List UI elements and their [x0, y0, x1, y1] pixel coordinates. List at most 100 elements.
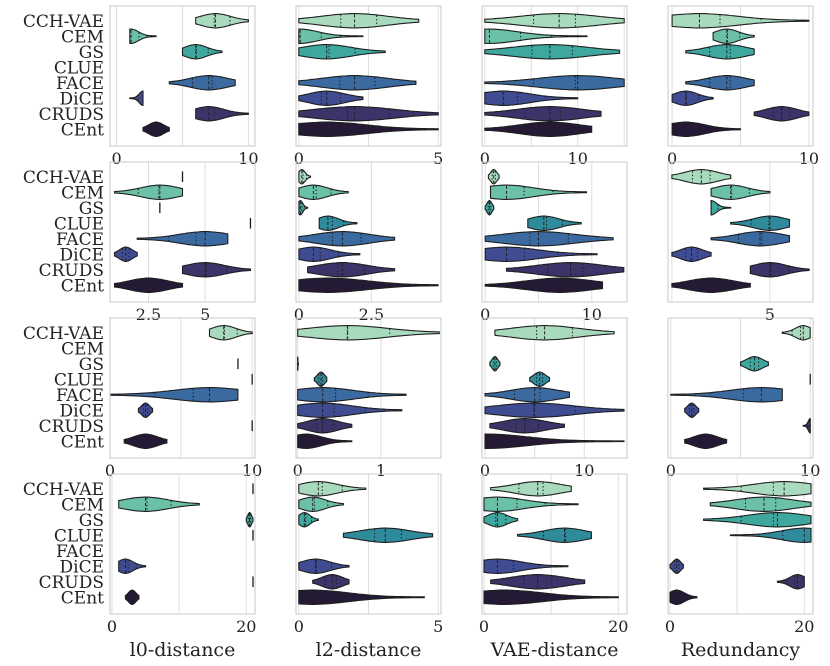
violin-cch-vae	[298, 481, 367, 497]
tick-label: 20	[236, 617, 256, 636]
panel-redundancy-row-3: 0 10	[666, 317, 820, 480]
tick-label: 0	[480, 149, 490, 168]
violin-gs	[298, 200, 309, 216]
method-label-cem-row-2: CEM	[61, 183, 104, 203]
panel-frame	[481, 317, 628, 459]
violin-dice	[298, 558, 350, 574]
violin-cent	[298, 121, 439, 137]
x-axis-label-vae-distance: VAE-distance	[490, 639, 619, 661]
violin-gs	[181, 44, 223, 60]
method-labels: CCH-VAECEMGSCLUEFACEDiCECRUDSCEntCCH-VAE…	[23, 12, 104, 609]
tick-label: 10	[800, 461, 820, 480]
tick-label: 0	[667, 149, 677, 168]
violin-dice	[483, 558, 569, 574]
violin-cent	[484, 433, 625, 449]
method-label-face-row-2: FACE	[56, 230, 104, 250]
violin-clue	[729, 527, 812, 543]
violin-cch-vae	[297, 325, 440, 341]
tick-label: 0	[293, 461, 303, 480]
violin-cch-vae	[298, 169, 312, 185]
violin-clue	[342, 527, 434, 543]
x-axis-label-l0-distance: l0-distance	[130, 639, 236, 661]
method-label-face-row-4: FACE	[56, 542, 104, 562]
violin-cem	[298, 496, 344, 512]
method-label-gs-row-2: GS	[79, 199, 104, 219]
panel-frame	[295, 317, 442, 459]
method-label-cem-row-1: CEM	[61, 27, 104, 47]
violin-dice	[671, 90, 714, 106]
method-label-clue-row-4: CLUE	[54, 526, 104, 546]
panel-frame	[481, 161, 628, 303]
panel-l0-distance-row-4: 0 20	[107, 473, 256, 636]
panel-l2-distance-row-2: 0 2.5	[294, 161, 442, 324]
method-label-cent-row-1: CEnt	[61, 120, 104, 140]
violin-clue	[730, 215, 791, 231]
panel-frame	[481, 473, 628, 615]
violin-face	[298, 231, 396, 247]
violin-cem	[298, 28, 364, 44]
panel-frame	[295, 5, 442, 147]
violin-face	[168, 75, 236, 91]
violin-cruds	[776, 574, 805, 590]
method-label-gs-row-4: GS	[79, 511, 104, 531]
tick-label: 5	[200, 305, 210, 324]
method-label-cruds-row-4: CRUDS	[39, 573, 104, 593]
tick-label: 2.5	[359, 305, 384, 324]
violin-cch-vae	[494, 325, 615, 341]
panel-frame	[667, 317, 814, 459]
violin-cent	[671, 121, 742, 137]
tick-label: 0	[666, 461, 676, 480]
violin-clue	[527, 215, 582, 231]
violin-cem	[298, 184, 349, 200]
tick-label: 10	[238, 149, 258, 168]
panel-vae-distance-row-2: 0 10	[480, 161, 628, 324]
tick-label: 2.5	[136, 305, 161, 324]
violin-dice	[484, 90, 579, 106]
panel-redundancy-row-2: 5	[667, 161, 814, 324]
tick-label: 10	[574, 461, 594, 480]
violin-cem	[712, 28, 755, 44]
violin-cruds	[505, 262, 625, 278]
x-axis-label-l2-distance: l2-distance	[316, 639, 422, 661]
violin-cruds	[484, 106, 602, 122]
violin-dice	[484, 246, 598, 262]
violin-cch-vae	[208, 325, 253, 341]
violin-cch-vae	[781, 325, 811, 341]
panel-frame	[109, 161, 256, 303]
tick-label: 1	[376, 461, 386, 480]
method-label-dice-row-4: DiCE	[60, 557, 104, 577]
method-label-clue-row-1: CLUE	[54, 58, 104, 78]
tick-label: 20	[608, 617, 628, 636]
violin-cent	[484, 121, 593, 137]
violin-gs	[483, 512, 519, 528]
violin-cruds	[307, 262, 396, 278]
panel-frame	[667, 161, 814, 303]
violin-cruds	[298, 106, 439, 122]
tick-label: 0	[107, 617, 117, 636]
violin-dice	[118, 558, 147, 574]
tick-label: 0	[480, 461, 490, 480]
violin-cent	[298, 277, 439, 293]
panel-l0-distance-row-2: 2.5 5	[109, 161, 256, 324]
method-label-clue-row-3: CLUE	[54, 370, 104, 390]
method-label-cem-row-4: CEM	[61, 495, 104, 515]
method-label-cruds-row-2: CRUDS	[39, 261, 104, 281]
violin-cruds	[181, 262, 252, 278]
violin-dice	[297, 402, 403, 418]
violin-clue	[318, 215, 358, 231]
chart-panels: 0 10 0 5 0 10 0 102.5 5 0 2.5 0 10 50 10 0 1 0 10 0 100 20 0 5 0…	[105, 5, 820, 636]
violin-cem	[709, 496, 812, 512]
method-label-gs-row-3: GS	[79, 355, 104, 375]
violin-face	[297, 387, 407, 403]
violin-cem	[483, 496, 579, 512]
violin-cch-vae	[703, 481, 812, 497]
tick-label: 0	[479, 617, 489, 636]
violin-cem	[484, 28, 588, 44]
violin-face	[298, 75, 417, 91]
panel-frame	[295, 473, 442, 615]
violin-cem	[489, 184, 588, 200]
violin-face	[109, 387, 239, 403]
